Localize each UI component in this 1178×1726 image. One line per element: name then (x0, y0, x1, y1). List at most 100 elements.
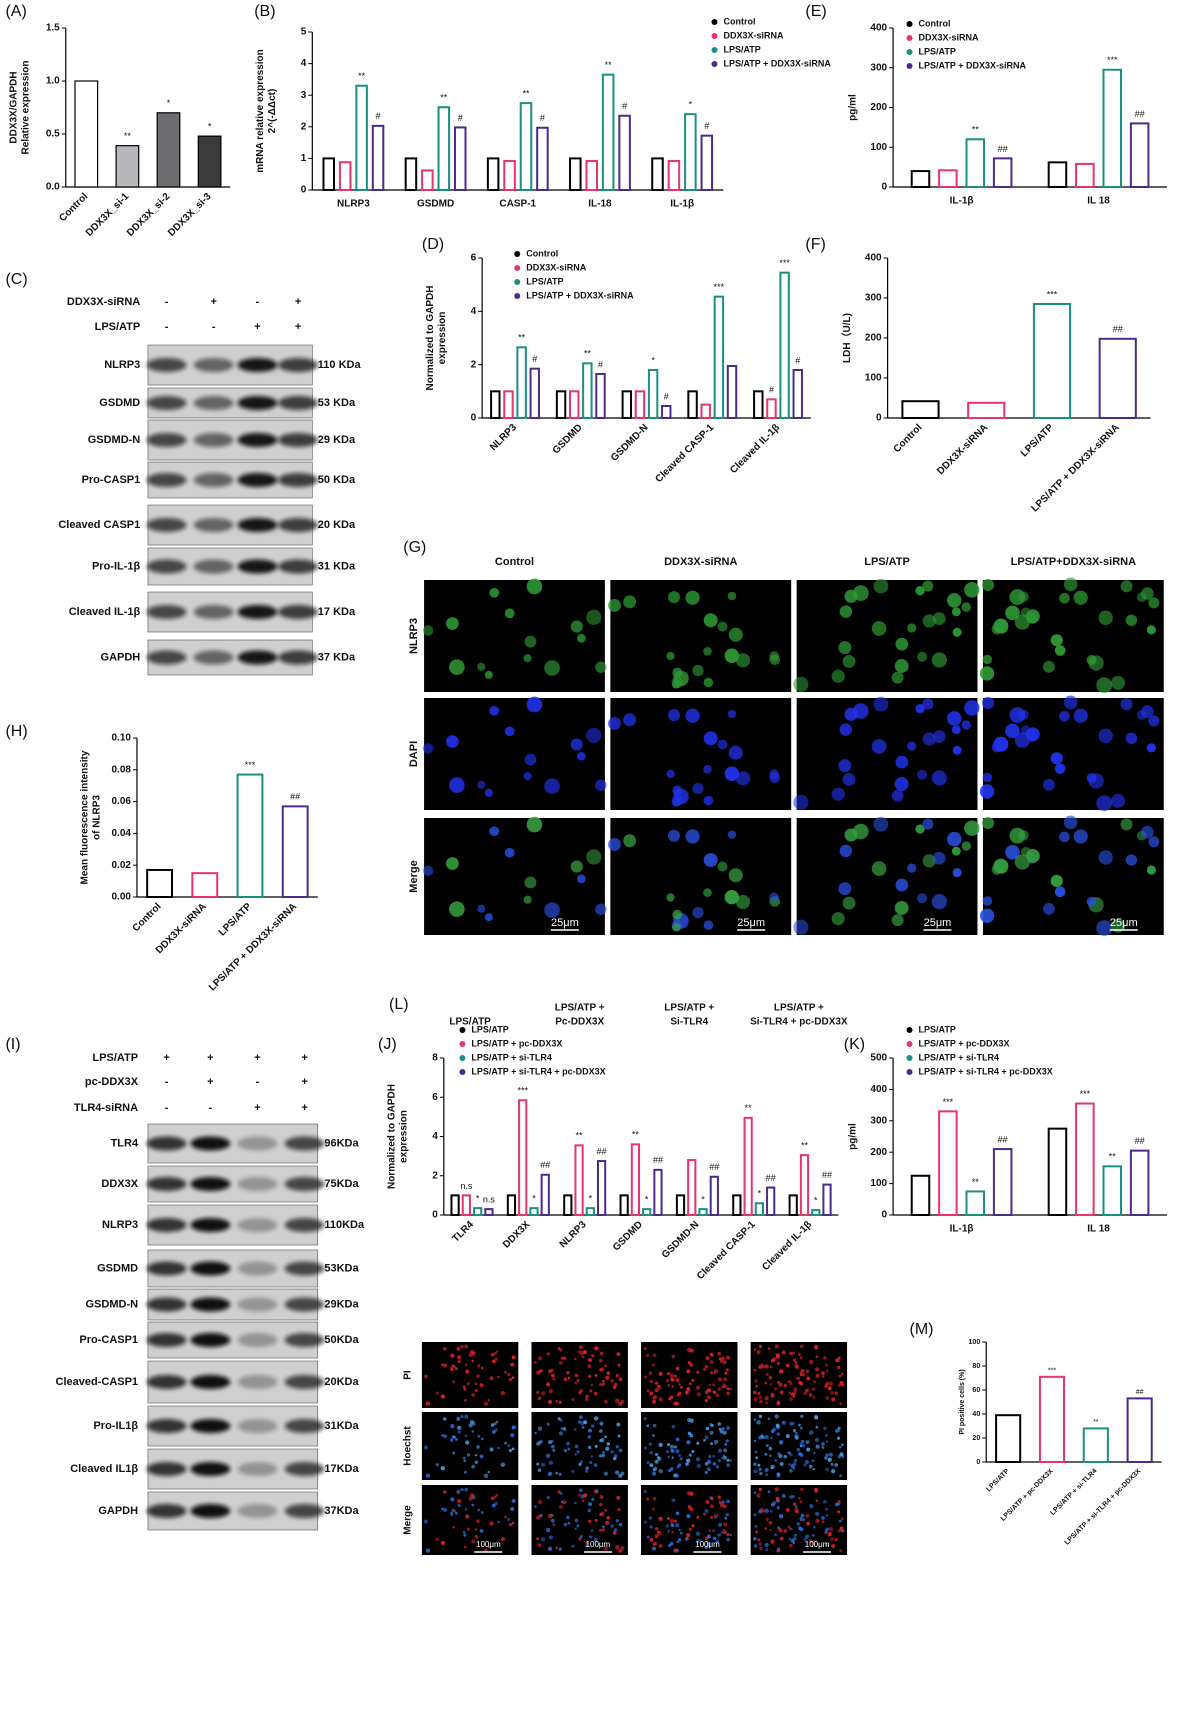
cell (1146, 865, 1156, 875)
cell (753, 1513, 757, 1517)
cell (680, 1531, 683, 1535)
legend-label: LPS/ATP + pc-DDX3X (919, 1038, 1010, 1048)
blot-band (190, 1218, 231, 1232)
bar (938, 1110, 958, 1217)
x-tick-label: Cleaved IL-1β (760, 1219, 814, 1273)
cell (465, 1440, 470, 1445)
y-tick-label: 0.10 (112, 733, 132, 744)
y-tick-label: 1.0 (46, 76, 60, 87)
cell (717, 1351, 722, 1356)
cell (781, 1420, 786, 1425)
cell (723, 1522, 728, 1527)
cell (579, 1534, 583, 1539)
cell (917, 893, 928, 904)
cell (579, 1415, 583, 1420)
bar (536, 126, 549, 191)
blot-band (193, 433, 234, 447)
cell (667, 1443, 670, 1447)
cell (907, 623, 917, 633)
cell (562, 1426, 567, 1431)
cell (450, 1353, 455, 1358)
cell (558, 1472, 562, 1476)
cell (692, 782, 704, 795)
cell (618, 1522, 623, 1527)
y-tick-label: 5 (301, 27, 307, 38)
cell (672, 909, 683, 920)
cell (552, 1377, 556, 1381)
cell (1063, 815, 1078, 830)
protein-label: DDX3X (101, 1178, 138, 1190)
cell (688, 1382, 692, 1386)
cell (667, 1517, 670, 1520)
cell (795, 1431, 798, 1435)
cell (703, 888, 712, 897)
cell (449, 777, 465, 793)
cell (563, 1377, 568, 1381)
blot-band (237, 650, 278, 665)
cell (648, 1371, 653, 1375)
cell (951, 846, 961, 856)
cell (726, 1537, 730, 1542)
significance-mark: *** (943, 1097, 954, 1107)
cell (1005, 605, 1020, 621)
cell (590, 1383, 594, 1387)
x-tick-label: Control (57, 191, 90, 224)
cell (557, 1417, 561, 1421)
cell (676, 1540, 680, 1544)
cell (839, 723, 853, 736)
legend-swatch (459, 1069, 466, 1075)
bar (799, 1154, 810, 1217)
cell (423, 1445, 428, 1450)
cell (581, 1355, 585, 1359)
cell (602, 1379, 605, 1383)
cell (844, 707, 858, 721)
cell (573, 1501, 577, 1505)
cell (1146, 743, 1156, 753)
cell (491, 1503, 496, 1508)
cell (665, 1450, 670, 1454)
cell (615, 1374, 619, 1378)
cell (769, 1383, 772, 1386)
cell (613, 1453, 618, 1458)
cell (753, 1536, 757, 1541)
cell (758, 1542, 762, 1546)
significance-mark: ** (632, 1130, 640, 1140)
cell (669, 1373, 674, 1378)
cell (500, 1462, 506, 1467)
cell (652, 1396, 656, 1400)
cell (768, 1446, 773, 1451)
bar (568, 390, 580, 420)
cell (824, 1454, 828, 1459)
cell (726, 1458, 730, 1462)
cell (454, 1511, 458, 1515)
cell (761, 1435, 765, 1439)
cell (474, 1460, 479, 1464)
cell (821, 1516, 825, 1520)
x-tick-label: IL 18 (1087, 1224, 1110, 1235)
y-tick-label: 400 (865, 253, 882, 264)
cell (789, 1397, 793, 1401)
cell (474, 1382, 478, 1386)
cell (931, 770, 947, 786)
cell (829, 1381, 833, 1386)
cell (666, 769, 675, 779)
cell (726, 1426, 730, 1431)
cell (814, 1437, 820, 1443)
significance-mark: *** (714, 282, 725, 292)
cell (1063, 577, 1078, 592)
cell (735, 771, 751, 786)
y-axis-label: of NLRP3 (92, 795, 103, 840)
cell (717, 1495, 722, 1499)
cell (667, 709, 680, 722)
significance-mark: ** (972, 125, 980, 135)
cell (643, 1446, 648, 1450)
cell (657, 1385, 662, 1390)
blot-band (190, 1375, 231, 1389)
bar (596, 1160, 607, 1216)
cell (767, 1417, 771, 1420)
cell (677, 1537, 682, 1542)
cell (534, 1431, 537, 1435)
bar (585, 1207, 595, 1216)
cell (767, 1490, 771, 1494)
